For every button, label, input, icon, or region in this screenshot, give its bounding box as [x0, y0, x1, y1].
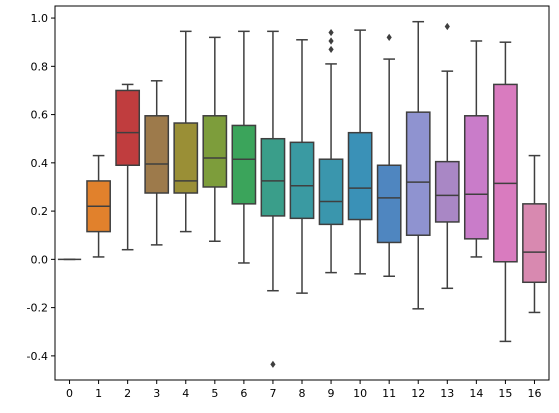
box-8 [289, 141, 315, 220]
box-group-11 [376, 33, 402, 277]
y-tick-label-4: 0.4 [31, 157, 49, 170]
y-tick-label-5: 0.6 [31, 109, 49, 122]
box-group-5 [202, 36, 228, 243]
box-11 [376, 164, 402, 244]
box-group-10 [347, 29, 373, 275]
box-12 [405, 111, 431, 236]
x-tick-label-5: 5 [211, 387, 218, 400]
x-tick-label-4: 4 [182, 387, 189, 400]
box-group-9 [318, 28, 344, 274]
box-group-8 [289, 39, 315, 294]
flier-9-1 [328, 37, 334, 45]
box-15 [493, 83, 518, 263]
box-group-7 [260, 30, 286, 368]
x-tick-label-6: 6 [240, 387, 247, 400]
x-tick-label-15: 15 [498, 387, 512, 400]
x-tick-label-7: 7 [269, 387, 276, 400]
box-group-13 [434, 22, 460, 290]
box-2 [115, 89, 141, 167]
y-tick-label-2: 0.0 [31, 253, 49, 266]
box-group-15 [493, 41, 518, 343]
plot-frame [54, 5, 550, 381]
boxes-layer [57, 20, 547, 368]
x-tick-label-2: 2 [124, 387, 131, 400]
y-tick-label-6: 0.8 [31, 60, 49, 73]
box-10 [347, 131, 373, 221]
x-tick-label-8: 8 [299, 387, 306, 400]
box-group-12 [405, 20, 431, 310]
x-tick-label-0: 0 [66, 387, 73, 400]
y-tick-label-3: 0.2 [31, 205, 49, 218]
y-tick-label-0: -0.4 [27, 350, 48, 363]
x-tick-label-14: 14 [469, 387, 483, 400]
box-5 [202, 115, 228, 188]
box-9 [318, 158, 344, 226]
box-group-14 [463, 40, 489, 258]
x-tick-label-10: 10 [353, 387, 367, 400]
box-group-2 [115, 83, 141, 251]
x-tick-label-1: 1 [95, 387, 102, 400]
box-6 [231, 124, 257, 205]
x-tick-label-3: 3 [153, 387, 160, 400]
x-tick-label-9: 9 [328, 387, 335, 400]
y-tick-label-1: -0.2 [27, 302, 48, 315]
flier-9-2 [328, 28, 334, 37]
x-tick-label-13: 13 [440, 387, 454, 400]
flier-11-0 [386, 33, 392, 41]
x-axis: 0 1 2 3 4 5 6 7 8 9 10 11 12 13 14 15 16 [66, 380, 541, 400]
y-axis: -0.4 -0.2 0.0 0.2 0.4 0.6 0.8 1.0 [27, 12, 55, 363]
box-16 [522, 203, 547, 284]
box-13 [434, 160, 460, 223]
x-tick-label-12: 12 [411, 387, 425, 400]
box-4 [173, 122, 199, 194]
y-tick-label-7: 1.0 [31, 12, 49, 25]
x-tick-label-11: 11 [382, 387, 396, 400]
x-tick-label-16: 16 [527, 387, 541, 400]
box-14 [463, 115, 489, 240]
box-7 [260, 137, 286, 217]
flier-7-0 [270, 360, 276, 368]
flier-9-0 [328, 45, 334, 54]
box-group-3 [144, 80, 170, 246]
box-group-4 [173, 30, 199, 233]
box-group-6 [231, 30, 257, 264]
box-group-1 [86, 154, 111, 258]
box-group-16 [522, 154, 547, 314]
box-3 [144, 115, 170, 194]
flier-13-0 [444, 22, 450, 31]
